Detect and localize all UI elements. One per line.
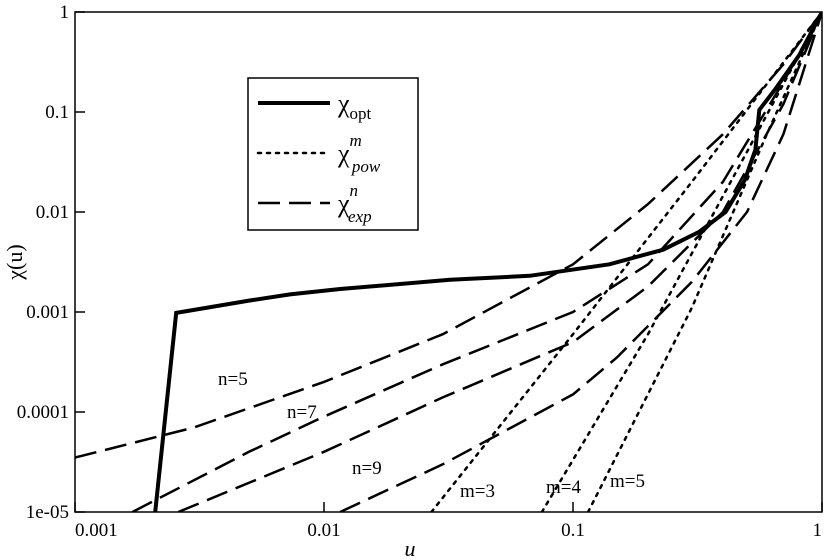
legend-sup: m	[350, 131, 362, 150]
legend-symbol: χ	[337, 189, 350, 218]
x-tick-label: 0.01	[307, 520, 340, 541]
legend-sub: opt	[350, 104, 372, 123]
y-tick-label: 0.001	[26, 302, 69, 323]
series-line	[131, 12, 822, 512]
y-tick-label: 1e-05	[26, 502, 69, 523]
series-label: m=5	[610, 471, 645, 492]
legend-sup: n	[350, 181, 359, 200]
legend-box	[247, 77, 419, 231]
series-label: m=3	[460, 481, 495, 502]
y-tick-label: 0.1	[45, 102, 69, 123]
series-label: n=5	[218, 369, 248, 390]
x-tick-label: 1	[813, 520, 823, 541]
y-tick-label: 0.0001	[17, 402, 69, 423]
legend-label: χopt	[337, 89, 372, 123]
x-axis-label: u	[405, 536, 416, 560]
legend-label: χn exp	[337, 181, 372, 226]
y-tick-label: 1	[60, 2, 70, 23]
series-line	[540, 12, 822, 512]
y-axis-label: χ(u)	[2, 244, 27, 280]
legend-symbol: χ	[337, 89, 350, 118]
x-tick-label: 0.1	[561, 520, 585, 541]
series-line	[430, 12, 822, 512]
series-line	[153, 12, 822, 512]
series-label: m=4	[546, 477, 581, 498]
legend-sub: pow	[351, 157, 381, 176]
x-tick-label: 0.001	[75, 520, 118, 541]
legend-sub: exp	[348, 207, 372, 226]
series-line	[75, 12, 822, 459]
series-label: n=7	[287, 402, 317, 423]
legend-label: χm pow	[337, 131, 381, 176]
series-label: n=9	[352, 458, 382, 479]
series-line	[339, 12, 822, 512]
legend-symbol: χ	[337, 139, 350, 168]
y-tick-label: 0.01	[36, 202, 69, 223]
series-line	[586, 12, 822, 512]
plot-frame	[74, 11, 823, 513]
